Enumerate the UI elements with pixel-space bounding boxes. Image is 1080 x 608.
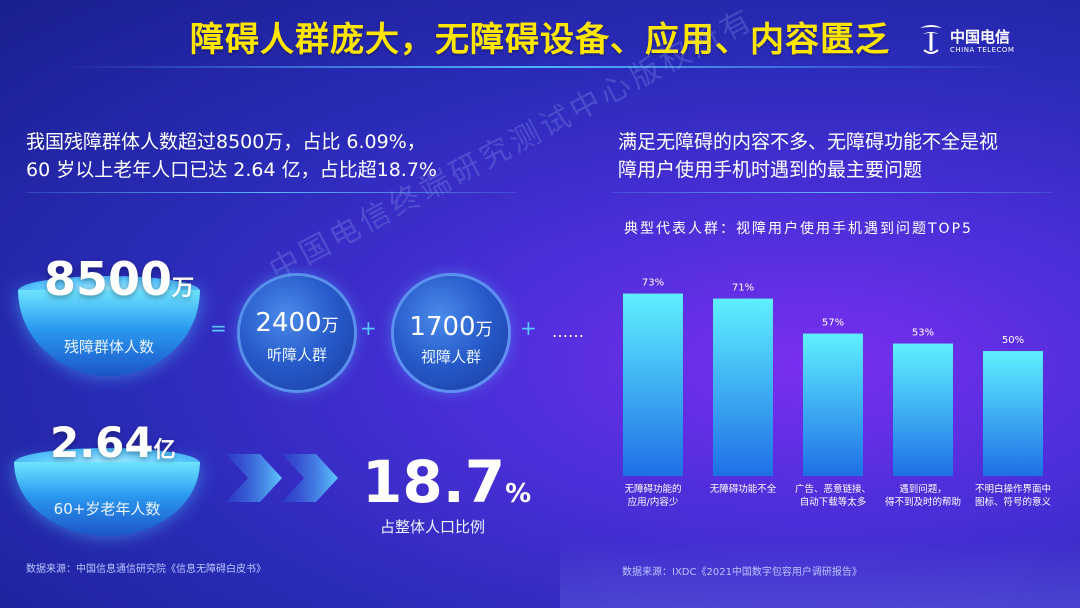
chart-title: 典型代表人群：视障用户使用手机遇到问题TOP5: [624, 221, 973, 237]
bar-3: [803, 333, 863, 476]
hearing-count-value: 2400: [255, 308, 322, 338]
bar-value-label-1: 73%: [642, 278, 664, 289]
bar-value-label-2: 71%: [732, 283, 754, 294]
category-label-3-line-2: 自动下载等太多: [800, 496, 867, 508]
right-intro-line2: 障用户使用手机时遇到的最主要问题: [618, 159, 923, 181]
category-label-4-line-2: 得不到及时的帮助: [885, 496, 961, 508]
category-label-3-line-1: 广告、恶意链接、: [795, 483, 871, 495]
visual-count-unit: 万: [475, 320, 493, 340]
double-chevron-icon: [226, 454, 338, 502]
hearing-sphere: 2400万 听障人群: [240, 276, 354, 390]
title-divider: [60, 66, 1020, 68]
category-label-4-line-1: 遇到问题，: [899, 483, 947, 495]
disability-count: 8500万: [44, 252, 194, 306]
ellipsis: ……: [552, 322, 584, 341]
left-intro: 我国残障群体人数超过8500万，占比 6.09%， 60 岁以上老年人口已达 2…: [26, 128, 506, 184]
bar-value-label-4: 53%: [912, 328, 934, 339]
page-title: 障碍人群庞大，无障碍设备、应用、内容匮乏: [190, 20, 890, 60]
disability-label: 残障群体人数: [63, 338, 154, 356]
category-label-1-line-2: 应用/内容少: [628, 496, 679, 508]
plus-sign-2: +: [520, 316, 537, 340]
elderly-count: 2.64亿: [50, 418, 176, 467]
title-bar: 障碍人群庞大，无障碍设备、应用、内容匮乏: [0, 0, 1080, 68]
bar-2: [713, 298, 773, 476]
elderly-count-value: 2.64: [50, 418, 154, 467]
bar-5: [983, 351, 1043, 476]
hearing-count: 2400万: [240, 308, 354, 338]
equals-sign: =: [210, 316, 227, 340]
visual-count: 1700万: [394, 312, 508, 342]
right-intro: 满足无障碍的内容不多、无障碍功能不全是视 障用户使用手机时遇到的最主要问题: [618, 128, 1048, 184]
right-intro-line1: 满足无障碍的内容不多、无障碍功能不全是视: [618, 131, 999, 153]
disability-count-unit: 万: [172, 276, 195, 301]
elderly-count-unit: 亿: [153, 438, 176, 463]
right-source: 数据来源：IXDC《2021中国数字包容用户调研报告》: [622, 567, 862, 578]
hearing-count-unit: 万: [321, 316, 339, 336]
left-intro-line2: 60 岁以上老年人口已达 2.64 亿，占比超18.7%: [26, 159, 437, 181]
category-label-5-line-2: 图标、符号的意义: [975, 496, 1052, 508]
left-source: 数据来源：中国信息通信研究院《信息无障碍白皮书》: [26, 564, 266, 575]
right-divider: [612, 192, 1052, 193]
elderly-percentage-unit: %: [505, 479, 532, 509]
disability-count-value: 8500: [44, 252, 173, 306]
telecom-logo-icon: [920, 25, 942, 54]
left-divider: [26, 192, 516, 193]
left-intro-line1: 我国残障群体人数超过8500万，占比 6.09%，: [26, 131, 426, 153]
plus-sign-1: +: [360, 316, 377, 340]
visual-label: 视障人群: [420, 348, 481, 366]
elderly-percentage-label: 占整体人口比例: [380, 518, 486, 536]
elderly-percentage: 18.7%: [362, 448, 531, 516]
bar-value-label-5: 50%: [1002, 335, 1024, 346]
elderly-percentage-value: 18.7: [362, 448, 506, 516]
category-label-1-line-1: 无障碍功能的: [624, 483, 681, 495]
category-label-5-line-1: 不明白操作界面中: [975, 483, 1051, 495]
category-label-2-line-1: 无障碍功能不全: [710, 483, 777, 495]
elderly-label: 60+岁老年人数: [53, 500, 161, 518]
visual-sphere: 1700万 视障人群: [394, 276, 508, 390]
bar-value-label-3: 57%: [822, 318, 844, 329]
bottom-wave-decoration: [560, 540, 1080, 608]
bar-4: [893, 343, 953, 476]
bar-1: [623, 293, 683, 476]
china-telecom-logo: 中国电信 CHINA TELECOM: [916, 22, 1036, 62]
logo-text: 中国电信: [950, 28, 1011, 46]
logo-subtext: CHINA TELECOM: [950, 46, 1015, 54]
hearing-label: 听障人群: [266, 346, 327, 364]
visual-count-value: 1700: [409, 312, 476, 342]
